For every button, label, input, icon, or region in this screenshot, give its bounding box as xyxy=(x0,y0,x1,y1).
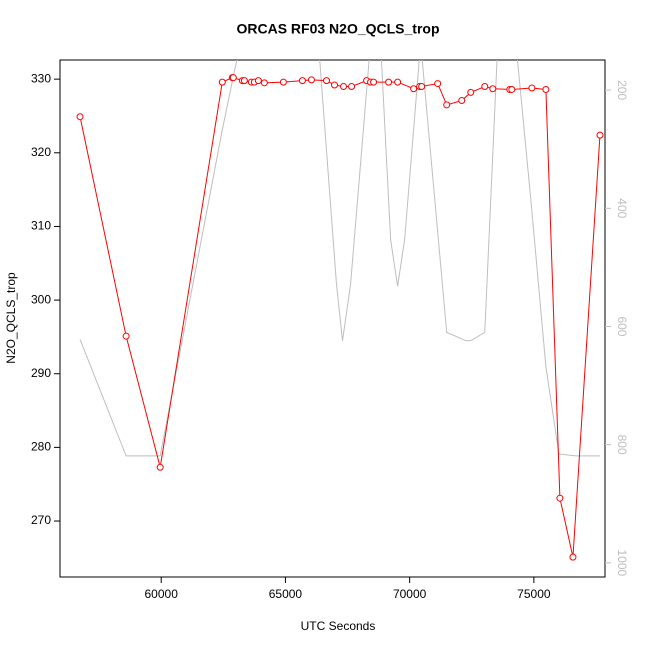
point xyxy=(218,78,226,86)
point xyxy=(467,88,475,96)
point xyxy=(156,463,164,471)
point xyxy=(528,84,536,92)
point xyxy=(370,78,378,86)
point xyxy=(542,85,550,93)
y2-tick-label: 800 xyxy=(615,435,629,455)
point xyxy=(122,332,130,340)
point xyxy=(385,78,393,86)
point xyxy=(434,80,442,88)
y-tick-label: 330 xyxy=(31,71,51,85)
y2-tick-label: 400 xyxy=(615,198,629,218)
point xyxy=(458,97,466,105)
point xyxy=(489,85,497,93)
point xyxy=(394,78,402,86)
point xyxy=(229,74,237,82)
y-tick-label: 290 xyxy=(31,366,51,380)
y-axis-label: N2O_QCLS_trop xyxy=(4,272,18,364)
y-tick-label: 280 xyxy=(31,440,51,454)
point xyxy=(254,77,262,85)
point xyxy=(322,77,330,85)
point xyxy=(596,131,604,139)
y2-tick-label: 600 xyxy=(615,316,629,336)
point xyxy=(556,494,564,502)
plot-area xyxy=(76,60,604,561)
point xyxy=(508,85,516,93)
point xyxy=(76,113,84,121)
x-tick-label: 65000 xyxy=(269,587,303,601)
series-line xyxy=(79,60,600,457)
point xyxy=(240,77,248,85)
point xyxy=(348,83,356,91)
point xyxy=(569,553,577,561)
point xyxy=(481,83,489,91)
point xyxy=(307,76,315,84)
chart-title: ORCAS RF03 N2O_QCLS_trop xyxy=(236,21,439,37)
y2-tick-label: 200 xyxy=(615,80,629,100)
plot-frame xyxy=(59,59,606,578)
point xyxy=(331,81,339,89)
x-tick-label: 75000 xyxy=(517,587,551,601)
point xyxy=(443,101,451,109)
point xyxy=(260,79,268,87)
y-tick-label: 300 xyxy=(31,292,51,306)
y-tick-label: 270 xyxy=(31,513,51,527)
point xyxy=(279,78,287,86)
x-tick-label: 60000 xyxy=(145,587,179,601)
x-axis-label: UTC Seconds xyxy=(301,619,376,633)
point xyxy=(418,83,426,91)
x-tick-label: 70000 xyxy=(393,587,427,601)
point xyxy=(340,83,348,91)
point xyxy=(410,85,418,93)
point xyxy=(298,77,306,85)
y-tick-label: 310 xyxy=(31,219,51,233)
y2-tick-label: 1000 xyxy=(615,549,629,576)
y-tick-label: 320 xyxy=(31,145,51,159)
